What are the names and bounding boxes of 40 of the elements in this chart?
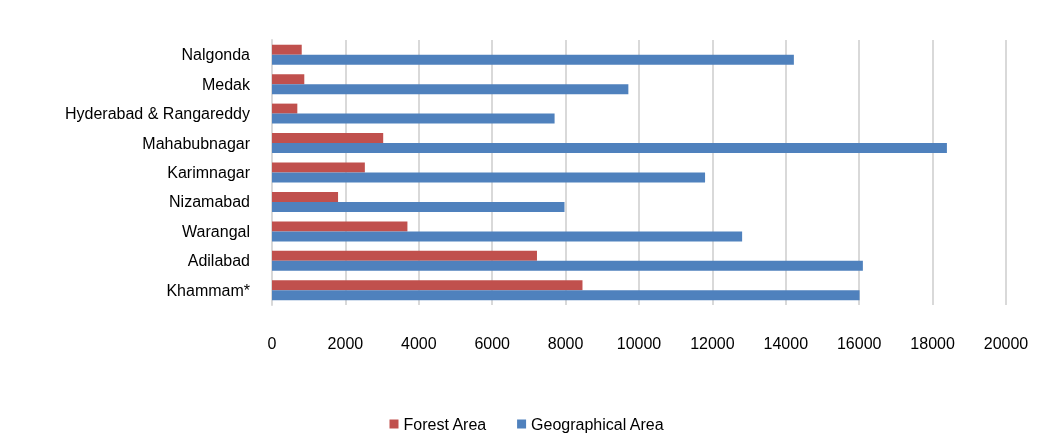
x-tick-label: 20000: [983, 334, 1029, 352]
bar: [272, 290, 860, 301]
x-tick-label: 10000: [616, 334, 662, 352]
y-tick-label: Adilabad: [187, 252, 250, 270]
x-tick-label: 8000: [547, 334, 584, 352]
y-tick-label: Hyderabad & Rangareddy: [64, 105, 250, 123]
x-tick-label: 18000: [910, 334, 955, 352]
bar: [272, 143, 947, 154]
bar: [272, 231, 743, 242]
bar: [272, 113, 555, 124]
x-tick-label: 4000: [401, 334, 437, 352]
bar: [272, 74, 305, 85]
y-tick-label: Nizamabad: [169, 193, 250, 211]
legend-label: Geographical Area: [531, 415, 664, 433]
bar: [272, 191, 339, 202]
bar: [272, 133, 384, 144]
x-tick-label: 14000: [763, 334, 809, 352]
bar: [272, 44, 302, 55]
y-tick-label: Warangal: [182, 222, 250, 240]
x-tick-label: 6000: [474, 334, 511, 352]
bar: [272, 84, 629, 95]
x-tick-label: 12000: [690, 334, 735, 352]
bar: [272, 260, 863, 271]
bar: [272, 172, 706, 183]
y-tick-label: Nalgonda: [181, 46, 251, 64]
y-tick-label: Karimnagar: [167, 164, 251, 181]
x-tick-label: 0: [267, 334, 277, 352]
x-tick-label: 2000: [327, 334, 364, 352]
legend-label: Forest Area: [403, 415, 487, 433]
bar: [272, 250, 537, 261]
bar: [272, 280, 583, 291]
x-tick-label: 16000: [836, 334, 882, 352]
bar: [272, 221, 408, 232]
bar: [272, 103, 298, 114]
y-tick-label: Mahabubnagar: [142, 134, 251, 152]
bar: [272, 54, 794, 65]
bar: [272, 201, 565, 212]
bar: [272, 162, 365, 173]
y-tick-label: Khammam*: [166, 281, 250, 299]
y-tick-label: Medak: [201, 75, 251, 93]
